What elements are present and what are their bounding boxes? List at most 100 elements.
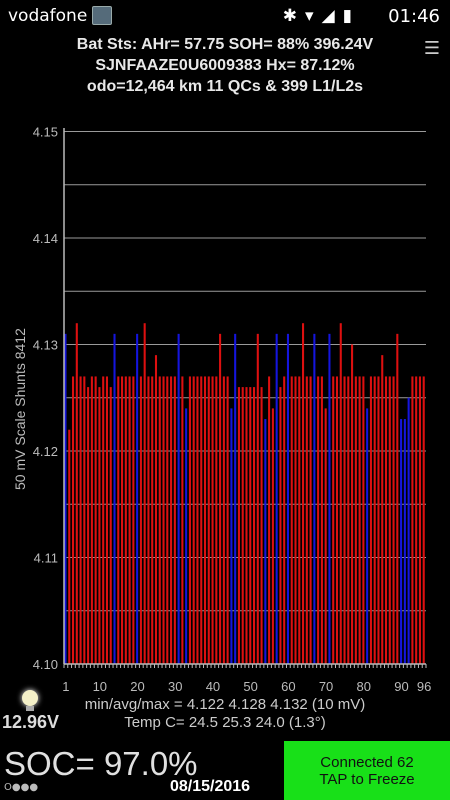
cell-bar bbox=[136, 333, 139, 664]
cell-bar bbox=[290, 376, 293, 664]
cell-bar bbox=[339, 323, 342, 664]
cell-voltage-chart[interactable]: 4.10 4.11 4.12 4.13 4.14 4.15 1 10 20 30 40 50 60 70 8… bbox=[0, 100, 450, 700]
cell-bar bbox=[256, 333, 259, 664]
cell-bar bbox=[271, 408, 274, 664]
bluetooth-icon: ✱ bbox=[282, 6, 306, 26]
cell-bar bbox=[139, 376, 142, 664]
aux-voltage: 12.96V bbox=[2, 712, 60, 732]
soc-readout: SOC= 97.0% bbox=[4, 745, 198, 782]
cell-bar bbox=[230, 408, 233, 664]
x-tick-label: 30 bbox=[168, 679, 182, 694]
cell-bar bbox=[154, 355, 158, 664]
freeze-hint: TAP to Freeze bbox=[319, 770, 415, 788]
cell-bar bbox=[185, 408, 188, 664]
cell-bar bbox=[335, 376, 339, 664]
cell-bar bbox=[102, 376, 105, 664]
cell-bar bbox=[347, 376, 350, 664]
cell-bar bbox=[403, 419, 406, 664]
lightbulb-icon[interactable] bbox=[22, 690, 38, 706]
cell-bar bbox=[207, 376, 210, 664]
x-tick-label: 70 bbox=[319, 679, 333, 694]
cell-bar bbox=[302, 323, 305, 664]
y-tick-label: 4.14 bbox=[33, 231, 58, 246]
temperature-line: Temp C= 24.5 25.3 24.0 (1.3°) bbox=[124, 714, 326, 731]
menu-icon[interactable]: ☰ bbox=[423, 38, 440, 59]
cell-bar bbox=[415, 376, 418, 664]
cell-bar bbox=[392, 376, 395, 664]
y-tick-label: 4.15 bbox=[33, 125, 58, 140]
cell-bar bbox=[377, 376, 380, 664]
y-tick-label: 4.12 bbox=[33, 444, 58, 459]
app-notification-icon bbox=[92, 6, 112, 25]
wifi-icon: ▾ bbox=[305, 6, 322, 26]
cell-bar bbox=[124, 376, 127, 664]
cell-bar bbox=[79, 376, 82, 664]
cell-bar bbox=[192, 376, 195, 664]
cell-bar bbox=[381, 355, 384, 664]
cell-bar bbox=[83, 376, 86, 664]
x-tick-label: 50 bbox=[243, 679, 257, 694]
x-tick-label: 80 bbox=[357, 679, 371, 694]
x-tick-label: 20 bbox=[130, 679, 144, 694]
cell-bar bbox=[211, 376, 214, 664]
x-tick-label: 10 bbox=[93, 679, 107, 694]
x-tick-label: 1 bbox=[62, 679, 69, 694]
status-icons: ✱▾◢▮ bbox=[283, 6, 360, 26]
signal-icon: ◢ bbox=[321, 6, 343, 26]
cell-bar bbox=[94, 376, 97, 664]
y-tick-label: 4.13 bbox=[33, 338, 58, 353]
cell-bar bbox=[411, 376, 414, 664]
cell-bar bbox=[162, 376, 165, 664]
cell-bar bbox=[260, 387, 263, 664]
cell-bar bbox=[158, 376, 161, 664]
cell-bar bbox=[362, 376, 365, 664]
battery-status-line: Bat Sts: AHr= 57.75 SOH= 88% 396.24V bbox=[76, 36, 374, 53]
cell-bar bbox=[268, 376, 271, 664]
cell-bar bbox=[237, 387, 240, 664]
vin-health-line: SJNFAAZE0U6009383 Hx= 87.12% bbox=[95, 57, 355, 74]
cell-bar bbox=[222, 376, 225, 664]
cell-bar bbox=[309, 376, 312, 664]
cell-bar bbox=[196, 376, 199, 664]
cell-bar bbox=[305, 376, 308, 664]
cell-bar bbox=[109, 387, 112, 664]
carrier-name: vodafone P bbox=[8, 6, 103, 26]
cell-bar bbox=[328, 333, 331, 664]
cell-bar bbox=[188, 376, 191, 664]
cell-bar bbox=[388, 376, 391, 664]
cell-bar bbox=[90, 376, 93, 664]
cell-bar bbox=[313, 333, 316, 664]
date-label: 08/15/2016 bbox=[170, 778, 251, 795]
cell-bar bbox=[166, 376, 169, 664]
cell-bar bbox=[71, 376, 75, 664]
cell-bar bbox=[105, 376, 109, 664]
cell-bar bbox=[351, 344, 354, 664]
connect-freeze-button[interactable]: Connected 62 TAP to Freeze bbox=[284, 741, 450, 800]
status-bar: vodafone P ✱▾◢▮ 01:46 bbox=[0, 0, 450, 32]
cell-bar bbox=[234, 333, 237, 664]
cell-bar bbox=[264, 419, 267, 664]
cell-bar bbox=[68, 429, 71, 664]
cell-bar bbox=[200, 376, 203, 664]
cell-bar bbox=[226, 376, 229, 664]
cell-bar bbox=[407, 397, 410, 664]
cell-bar bbox=[283, 376, 286, 664]
cell-bar bbox=[117, 376, 120, 664]
cell-bar bbox=[286, 333, 290, 664]
cell-bar bbox=[400, 419, 403, 664]
cell-bar bbox=[147, 376, 150, 664]
cell-bar bbox=[113, 333, 116, 664]
lightbulb-base bbox=[26, 706, 34, 711]
cell-bar bbox=[332, 376, 335, 664]
connect-status: Connected 62 bbox=[320, 753, 414, 771]
cell-bar bbox=[317, 376, 320, 664]
cell-bar bbox=[245, 387, 248, 664]
cell-bar bbox=[384, 376, 388, 664]
cell-bar bbox=[294, 376, 297, 664]
cell-bar bbox=[373, 376, 376, 664]
cell-bar bbox=[358, 376, 361, 664]
y-tick-label: 4.10 bbox=[33, 657, 58, 672]
cell-bar bbox=[170, 376, 173, 664]
x-tick-label: 96 bbox=[417, 679, 431, 694]
x-tick-label: 60 bbox=[281, 679, 295, 694]
